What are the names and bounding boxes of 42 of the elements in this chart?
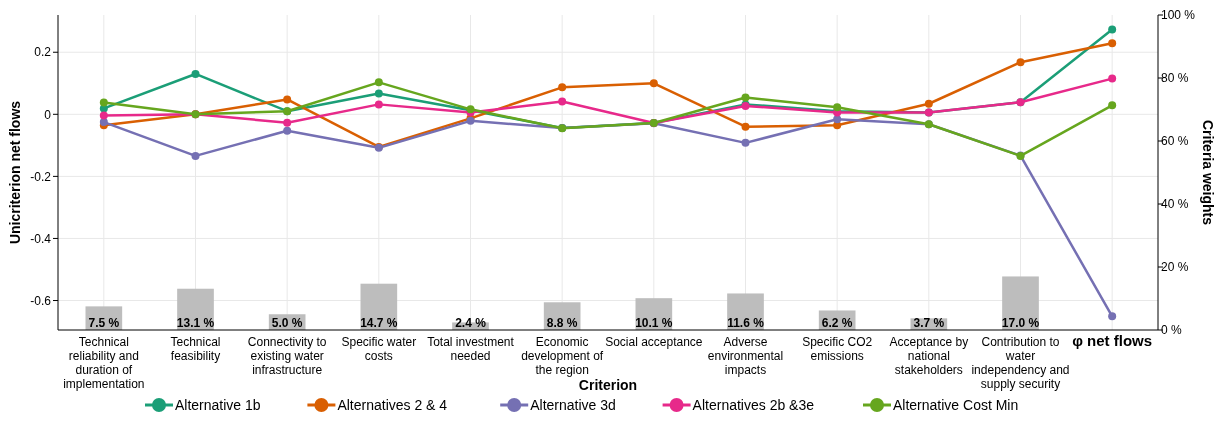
data-label: 17.0 % xyxy=(1001,316,1040,330)
data-label: 11.6 % xyxy=(727,316,765,330)
legend-label: Alternatives 2b &3e xyxy=(692,396,815,413)
y2-tick-label: 60 % xyxy=(1161,134,1189,149)
y-tick-label: -0.2 xyxy=(30,169,52,184)
x-tick-label: φ net flows xyxy=(1072,332,1153,349)
x-tick-label: Contribution to water independency and supply security xyxy=(971,335,1070,391)
data-label: 6.2 % xyxy=(821,316,853,330)
data-label: 2.4 % xyxy=(455,316,487,330)
data-label: 5.0 % xyxy=(271,316,303,330)
data-label: 3.7 % xyxy=(913,316,945,330)
y-tick-label: -0.4 xyxy=(30,231,52,246)
x-tick-label: Technical feasibility xyxy=(170,335,221,363)
x-axis-title: Criterion xyxy=(578,377,638,393)
data-label: 10.1 % xyxy=(635,316,673,330)
x-tick-label: Social acceptance xyxy=(605,335,703,349)
x-tick-label: Specific CO2 emissions xyxy=(802,335,873,363)
data-label: 8.8 % xyxy=(546,316,578,330)
y2-tick-label: 0 % xyxy=(1161,323,1183,338)
x-tick-label: Adverse environmental impacts xyxy=(707,335,784,377)
data-label: 13.1 % xyxy=(176,316,215,330)
x-tick-label: Total investment needed xyxy=(427,335,515,363)
x-tick-label: Technical reliability and duration of implementation xyxy=(63,335,145,391)
legend-label: Alternatives 2 & 4 xyxy=(337,396,448,413)
data-label: 14.7 % xyxy=(360,316,398,330)
data-label: 7.5 % xyxy=(88,316,120,330)
y-tick-label: 0 xyxy=(44,107,52,122)
y2-tick-label: 20 % xyxy=(1161,260,1189,275)
x-tick-label: Connectivity to existing water infrastructure xyxy=(247,335,327,377)
y-axis-title: Unicriterion net flows xyxy=(7,100,23,245)
x-tick-label: Economic development of the region xyxy=(521,335,604,377)
y2-tick-label: 40 % xyxy=(1161,197,1189,212)
legend-label: Alternative 3d xyxy=(530,396,616,413)
y2-axis-title: Criteria weights xyxy=(1200,119,1216,226)
x-tick-label: Specific water costs xyxy=(341,335,417,363)
y2-tick-label: 80 % xyxy=(1161,71,1189,86)
y-tick-label: -0.6 xyxy=(30,293,52,308)
y2-tick-label: 100 % xyxy=(1161,8,1196,23)
legend-label: Alternative 1b xyxy=(175,396,261,413)
legend-label: Alternative Cost Min xyxy=(893,396,1019,413)
x-tick-label: Acceptance by national stakeholders xyxy=(889,335,969,377)
y-tick-label: 0.2 xyxy=(34,45,52,60)
